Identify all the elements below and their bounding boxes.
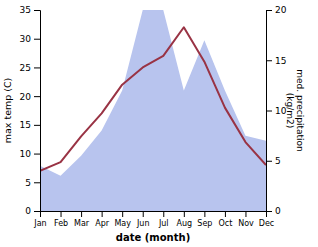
tick: 25 bbox=[20, 63, 40, 73]
tick-label: 30 bbox=[20, 34, 32, 44]
tick-mark bbox=[266, 211, 267, 217]
tick-mark bbox=[34, 182, 40, 183]
tick-mark bbox=[102, 211, 103, 217]
tick: May bbox=[114, 211, 131, 228]
tick-mark bbox=[204, 211, 205, 217]
chart: 0 5 10 15 20 25 30 35 0 5 10 15 20 Jan Feb Mar Apr May Jun… bbox=[0, 0, 318, 247]
tick-mark bbox=[34, 10, 40, 11]
tick-mark bbox=[61, 211, 62, 217]
tick: Sep bbox=[197, 211, 212, 228]
axis-line bbox=[41, 212, 267, 218]
tick: 0 bbox=[266, 206, 281, 216]
tick-label: 15 bbox=[275, 56, 286, 66]
tick-label: 5 bbox=[275, 156, 281, 166]
tick-label: Dec bbox=[259, 219, 274, 228]
tick: 5 bbox=[266, 156, 281, 166]
x-axis-title: date (month) bbox=[116, 232, 190, 243]
tick: 15 bbox=[266, 56, 286, 66]
tick: Apr bbox=[95, 211, 110, 228]
tick-label: 5 bbox=[25, 178, 31, 188]
tick: 5 bbox=[25, 178, 40, 188]
tick-label: Apr bbox=[95, 219, 110, 228]
tick: 30 bbox=[20, 34, 40, 44]
tick-mark bbox=[40, 211, 41, 217]
tick-label: 20 bbox=[275, 5, 287, 15]
tick-label: Mar bbox=[74, 219, 90, 228]
tick-mark bbox=[122, 211, 123, 217]
tick-mark bbox=[225, 211, 226, 217]
tick: Aug bbox=[177, 211, 193, 228]
tick: Oct bbox=[218, 211, 232, 228]
y-axis-title: max temp (C) bbox=[2, 78, 13, 144]
y2-axis: 0 5 10 15 20 bbox=[266, 5, 287, 216]
tick-mark bbox=[34, 67, 40, 68]
tick-label: 10 bbox=[20, 149, 32, 159]
x-axis: Jan Feb Mar Apr May Jun Jul Aug Sep Oct Nov Dec bbox=[33, 211, 274, 228]
tick-label: 35 bbox=[20, 5, 31, 15]
tick-label: 0 bbox=[275, 206, 281, 216]
tick: Feb bbox=[54, 211, 68, 228]
tick: Dec bbox=[259, 211, 274, 228]
y2-axis-title-line: (kg/m2) bbox=[285, 93, 295, 128]
y-axis: 0 5 10 15 20 25 30 35 bbox=[20, 5, 41, 216]
tick-mark bbox=[143, 211, 144, 217]
tick-mark bbox=[34, 211, 40, 212]
tick: 10 bbox=[20, 149, 40, 159]
tick: 10 bbox=[266, 106, 287, 116]
marks bbox=[40, 10, 266, 211]
tick-mark bbox=[34, 39, 40, 40]
tick-label: Oct bbox=[218, 219, 232, 228]
tick: Mar bbox=[74, 211, 90, 228]
tick-label: Sep bbox=[197, 219, 212, 228]
tick-mark bbox=[34, 96, 40, 97]
tick-label: 25 bbox=[20, 63, 31, 73]
tick-mark bbox=[266, 161, 272, 162]
tick: 35 bbox=[20, 5, 40, 15]
tick-mark bbox=[184, 211, 185, 217]
tick-mark bbox=[245, 211, 246, 217]
tick-label: Jun bbox=[136, 219, 150, 228]
tick-label: 20 bbox=[20, 92, 32, 102]
tick: Jan bbox=[33, 211, 46, 228]
tick-mark bbox=[34, 125, 40, 126]
y2-axis-title-line: med. precipitation bbox=[295, 69, 305, 151]
y2-axis-title: med. precipitation(kg/m2) bbox=[285, 69, 305, 151]
tick: Jul bbox=[158, 211, 169, 228]
tick-label: 0 bbox=[25, 206, 31, 216]
tick: Jun bbox=[136, 211, 150, 228]
tick-label: May bbox=[114, 219, 131, 228]
tick: 15 bbox=[20, 120, 40, 130]
axis-line bbox=[267, 11, 273, 212]
precipitation-area bbox=[40, 10, 266, 211]
tick-label: 15 bbox=[20, 120, 31, 130]
tick-mark bbox=[266, 111, 272, 112]
tick-label: Jul bbox=[158, 219, 169, 228]
tick-mark bbox=[163, 211, 164, 217]
tick: 20 bbox=[266, 5, 287, 15]
plot-area: 0 5 10 15 20 25 30 35 0 5 10 15 20 Jan Feb Mar Apr May Jun… bbox=[20, 5, 287, 227]
tick-label: Jan bbox=[33, 219, 46, 228]
tick-mark bbox=[266, 60, 272, 61]
tick: 0 bbox=[25, 206, 40, 216]
tick-label: Aug bbox=[177, 219, 193, 228]
tick-mark bbox=[34, 154, 40, 155]
tick-label: 10 bbox=[275, 106, 287, 116]
tick: Nov bbox=[238, 211, 254, 228]
temperature-line bbox=[40, 27, 266, 171]
tick-mark bbox=[81, 211, 82, 217]
tick: 20 bbox=[20, 92, 40, 102]
tick-mark bbox=[266, 10, 272, 11]
tick-label: Nov bbox=[238, 219, 254, 228]
tick-label: Feb bbox=[54, 219, 68, 228]
axis-line bbox=[34, 11, 41, 212]
